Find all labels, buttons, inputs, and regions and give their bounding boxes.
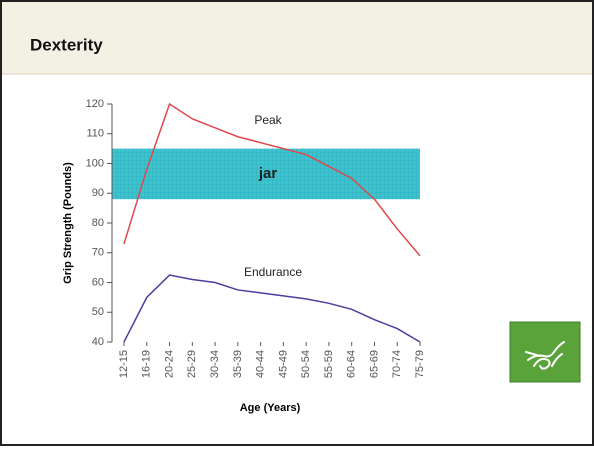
- y-tick-label: 70: [92, 247, 104, 259]
- y-tick-label: 40: [92, 336, 104, 348]
- series-line: [123, 274, 421, 343]
- x-axis-label: Age (Years): [240, 402, 301, 414]
- x-tick-label: 35-39: [232, 350, 244, 378]
- header-band: [2, 2, 592, 74]
- x-tick-label: 45-49: [277, 350, 289, 378]
- x-tick-label: 12-15: [118, 350, 130, 378]
- icon-glyph: [525, 341, 565, 370]
- slide-title: Dexterity: [30, 35, 103, 54]
- series-label: Peak: [254, 113, 282, 127]
- y-axis-label: Grip Strength (Pounds): [62, 162, 74, 284]
- x-tick-label: 60-64: [346, 350, 358, 378]
- x-tick-label: 25-29: [186, 350, 198, 378]
- series-label: Endurance: [244, 265, 302, 279]
- icon: [509, 321, 581, 383]
- x-tick-label: 55-59: [323, 350, 335, 378]
- y-tick-label: 90: [92, 187, 104, 199]
- x-tick-label: 65-69: [368, 350, 380, 378]
- x-tick-label: 50-54: [300, 350, 312, 378]
- x-tick-label: 75-79: [414, 350, 426, 378]
- x-tick-label: 20-24: [163, 350, 175, 378]
- chart: jar 40 50 60 70 80 90 100 110 120 12-15 16-19 20-24 2…: [86, 98, 426, 378]
- x-tick-label: 16-19: [141, 350, 153, 378]
- x-tick-label: 70-74: [391, 350, 403, 378]
- y-tick-label: 60: [92, 276, 104, 288]
- x-tick-label: 40-44: [255, 350, 267, 378]
- x-tick-label: 30-34: [209, 350, 221, 378]
- y-tick-label: 50: [92, 306, 104, 318]
- y-tick-label: 110: [86, 128, 104, 140]
- y-tick-label: 120: [86, 98, 104, 110]
- icon-tile: [509, 321, 581, 383]
- highlight-label: jar: [258, 165, 278, 182]
- y-tick-label: 80: [92, 217, 104, 229]
- series-line: [123, 102, 421, 257]
- highlight-grid: [112, 148, 420, 200]
- y-tick-label: 100: [86, 157, 104, 169]
